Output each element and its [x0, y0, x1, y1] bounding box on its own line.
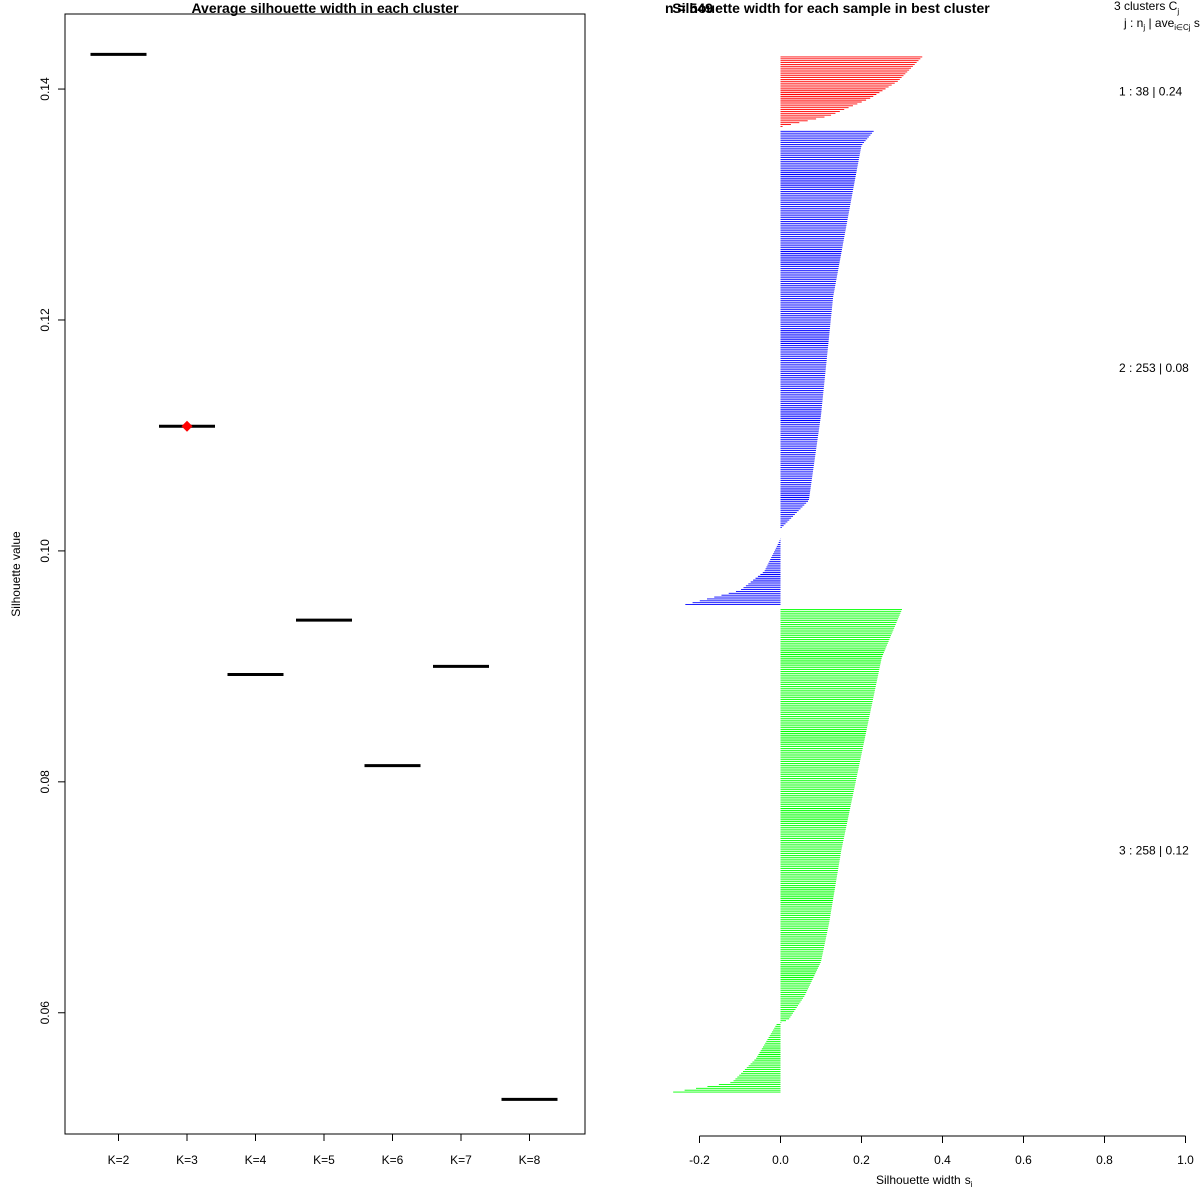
right-x-tick-label: 0.6: [1015, 1153, 1032, 1167]
left-y-tick-label: 0.12: [38, 308, 52, 332]
cluster-1-bars: [780, 56, 923, 127]
right-x-axis-label-subscript: i: [971, 1180, 973, 1189]
legend-header-line2: j : nj | avei∈Cj si: [1123, 16, 1200, 32]
left-x-tick-label: K=8: [519, 1153, 541, 1167]
left-plot-frame: [64, 13, 586, 1135]
legend-header-line2-b: | ave: [1145, 16, 1174, 30]
cluster-labels: 1 : 38 | 0.24 2 : 253 | 0.08 3 : 258 | 0.1…: [1119, 85, 1189, 858]
cluster-3-label: 3 : 258 | 0.12: [1119, 844, 1189, 858]
right-x-tick-label: 0.4: [934, 1153, 951, 1167]
cluster-legend-header: 3 clusters Cj j : nj | avei∈Cj si: [1114, 0, 1200, 32]
right-chart-title: Silhouette width for each sample in best…: [672, 0, 990, 16]
left-x-tick-label: K=4: [245, 1153, 267, 1167]
right-x-tick-label: 0.0: [772, 1153, 789, 1167]
right-x-axis: -0.2 0.0 0.2 0.4 0.6 0.8 1.0: [689, 1135, 1194, 1167]
left-y-axis-label: Silhouette value: [9, 531, 23, 617]
left-average-marks: [90, 52, 558, 1101]
right-x-axis-label-text: Silhouette width: [876, 1173, 961, 1187]
average-silhouette-chart: Average silhouette width in each cluster…: [9, 0, 586, 1167]
left-x-tick-label: K=7: [450, 1153, 472, 1167]
silhouette-bars: [673, 56, 923, 1093]
sample-silhouette-chart: n = 549 Silhouette width for each sample…: [665, 0, 1200, 1189]
left-y-tick-label: 0.08: [38, 770, 52, 794]
legend-header-line2-a: j : n: [1123, 16, 1143, 30]
right-x-tick-label: 0.8: [1096, 1153, 1113, 1167]
cluster-2-label: 2 : 253 | 0.08: [1119, 361, 1189, 375]
left-chart-title: Average silhouette width in each cluster: [191, 0, 459, 16]
left-y-tick-label: 0.06: [38, 1001, 52, 1025]
left-x-tick-label: K=2: [108, 1153, 130, 1167]
left-x-tick-label: K=6: [382, 1153, 404, 1167]
right-chart-title-overlap: n = 549: [665, 0, 713, 16]
right-x-tick-label: 1.0: [1177, 1153, 1194, 1167]
left-y-axis: 0.06 0.08 0.10 0.12 0.14: [38, 77, 65, 1024]
legend-header-line2-sub2: i∈Cj: [1174, 23, 1191, 32]
cluster-1-label: 1 : 38 | 0.24: [1119, 85, 1182, 99]
left-x-tick-label: K=5: [313, 1153, 335, 1167]
best-k-marker: [181, 420, 193, 432]
right-x-axis-label-symbol: s: [965, 1173, 971, 1187]
legend-header-line2-c: s: [1191, 16, 1200, 30]
legend-header-line1-sub: j: [1176, 7, 1179, 16]
cluster-3-bars: [673, 608, 902, 1093]
right-x-tick-label: -0.2: [689, 1153, 710, 1167]
left-y-tick-label: 0.10: [38, 539, 52, 563]
left-x-tick-label: K=3: [176, 1153, 198, 1167]
legend-header-line1-text: 3 clusters C: [1114, 0, 1178, 13]
legend-header-line1: 3 clusters Cj: [1114, 0, 1179, 16]
left-y-tick-label: 0.14: [38, 77, 52, 101]
legend-header-line2-sub1: j: [1142, 23, 1145, 32]
cluster-2-bars: [685, 130, 874, 605]
right-x-tick-label: 0.2: [853, 1153, 870, 1167]
right-x-axis-label: Silhouette width si: [876, 1173, 973, 1189]
left-x-axis: K=2 K=3 K=4 K=5 K=6 K=7 K=8: [108, 1134, 541, 1167]
